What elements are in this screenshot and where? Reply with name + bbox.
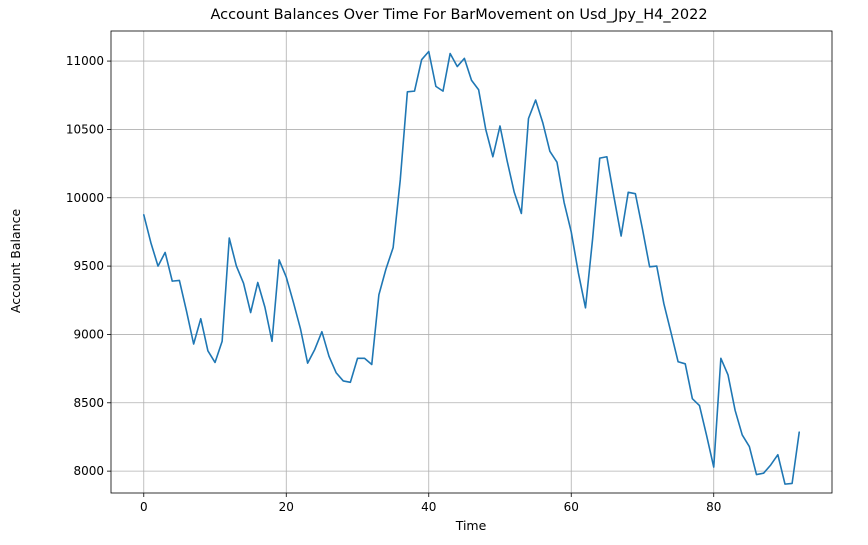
- x-axis-label: Time: [455, 518, 487, 533]
- y-tick-label: 11000: [66, 54, 104, 68]
- y-tick-label: 10000: [66, 191, 104, 205]
- y-tick-label: 10500: [66, 122, 104, 136]
- plot-frame: [110, 30, 833, 494]
- y-axis-label: Account Balance: [8, 209, 23, 314]
- series-line: [142, 50, 801, 485]
- x-tick-label: 80: [706, 500, 721, 514]
- y-tick-label: 9000: [73, 327, 104, 341]
- chart-title: Account Balances Over Time For BarMoveme…: [210, 7, 707, 23]
- y-tick-label: 8500: [73, 396, 104, 410]
- x-axis: 0 20 40 60 80: [140, 493, 721, 514]
- x-tick-label: 40: [421, 500, 436, 514]
- x-tick-label: 20: [279, 500, 294, 514]
- y-tick-label: 8000: [73, 464, 104, 478]
- plot-area: [142, 50, 801, 485]
- grid: [111, 31, 832, 493]
- x-tick-label: 0: [140, 500, 148, 514]
- x-tick-label: 60: [564, 500, 579, 514]
- y-tick-label: 9500: [73, 259, 104, 273]
- y-axis: 8000 8500 9000 9500 10000 10500 11000: [66, 54, 111, 478]
